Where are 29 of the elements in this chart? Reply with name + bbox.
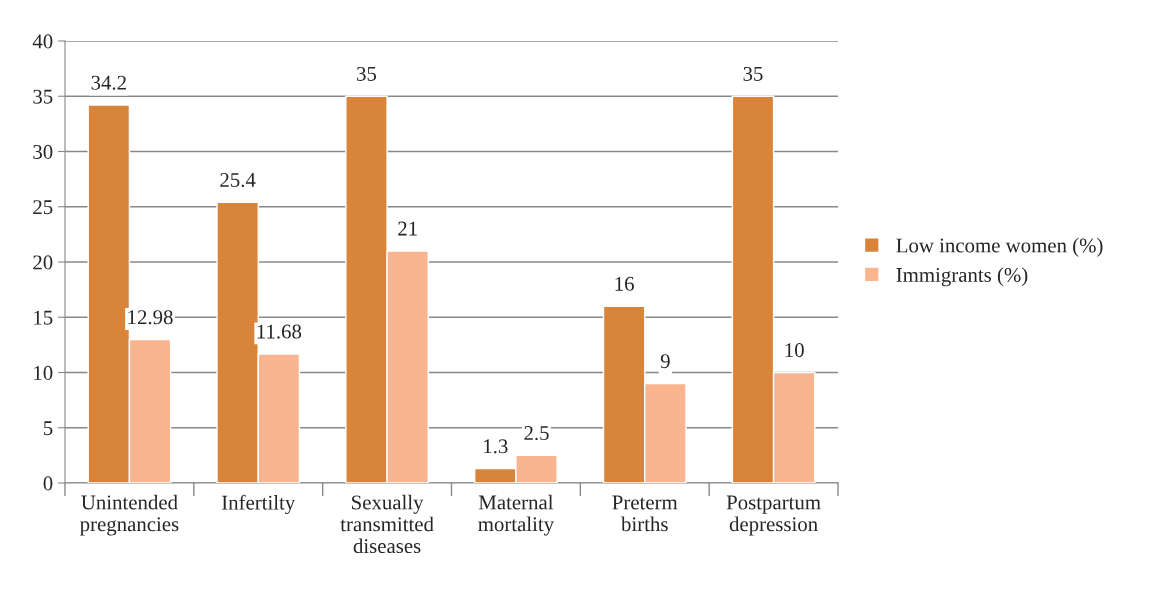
- legend-label: Immigrants (%): [896, 267, 1028, 287]
- y-tick-label: 15: [34, 310, 53, 325]
- data-label: 9: [660, 354, 670, 369]
- legend-label: Low income women (%): [896, 237, 1103, 257]
- x-tick-label: Postpartum depression: [726, 495, 821, 536]
- y-tick-label: 20: [33, 255, 53, 270]
- x-tick-label: Preterm births: [612, 495, 678, 532]
- data-label: 25.4: [220, 172, 256, 188]
- y-tick-label: 35: [33, 89, 53, 104]
- x-tick-label: Unintended pregnancies: [80, 494, 179, 536]
- x-tick-label: Maternal mortality: [478, 494, 555, 536]
- data-label: 21: [398, 221, 417, 236]
- y-tick-label: 30: [33, 144, 53, 159]
- y-tick-label: 10: [34, 365, 53, 380]
- data-label: 11.68: [257, 324, 302, 339]
- x-tick-label: Infertilty: [221, 494, 296, 514]
- y-tick-label: 5: [43, 421, 53, 436]
- data-label: 2.5: [524, 426, 549, 441]
- data-label: 1.3: [484, 439, 508, 454]
- data-label: 12.98: [128, 310, 173, 325]
- data-label: 34.2: [91, 75, 126, 90]
- x-tick-label: Sexually transmitted diseases: [340, 494, 434, 554]
- data-label: 35: [357, 66, 377, 81]
- data-label: 35: [743, 66, 763, 81]
- y-tick-label: 0: [43, 476, 53, 491]
- data-label: 16: [615, 276, 634, 291]
- y-tick-label: 25: [33, 200, 53, 215]
- y-tick-label: 40: [32, 34, 53, 49]
- data-label: 10: [785, 343, 804, 358]
